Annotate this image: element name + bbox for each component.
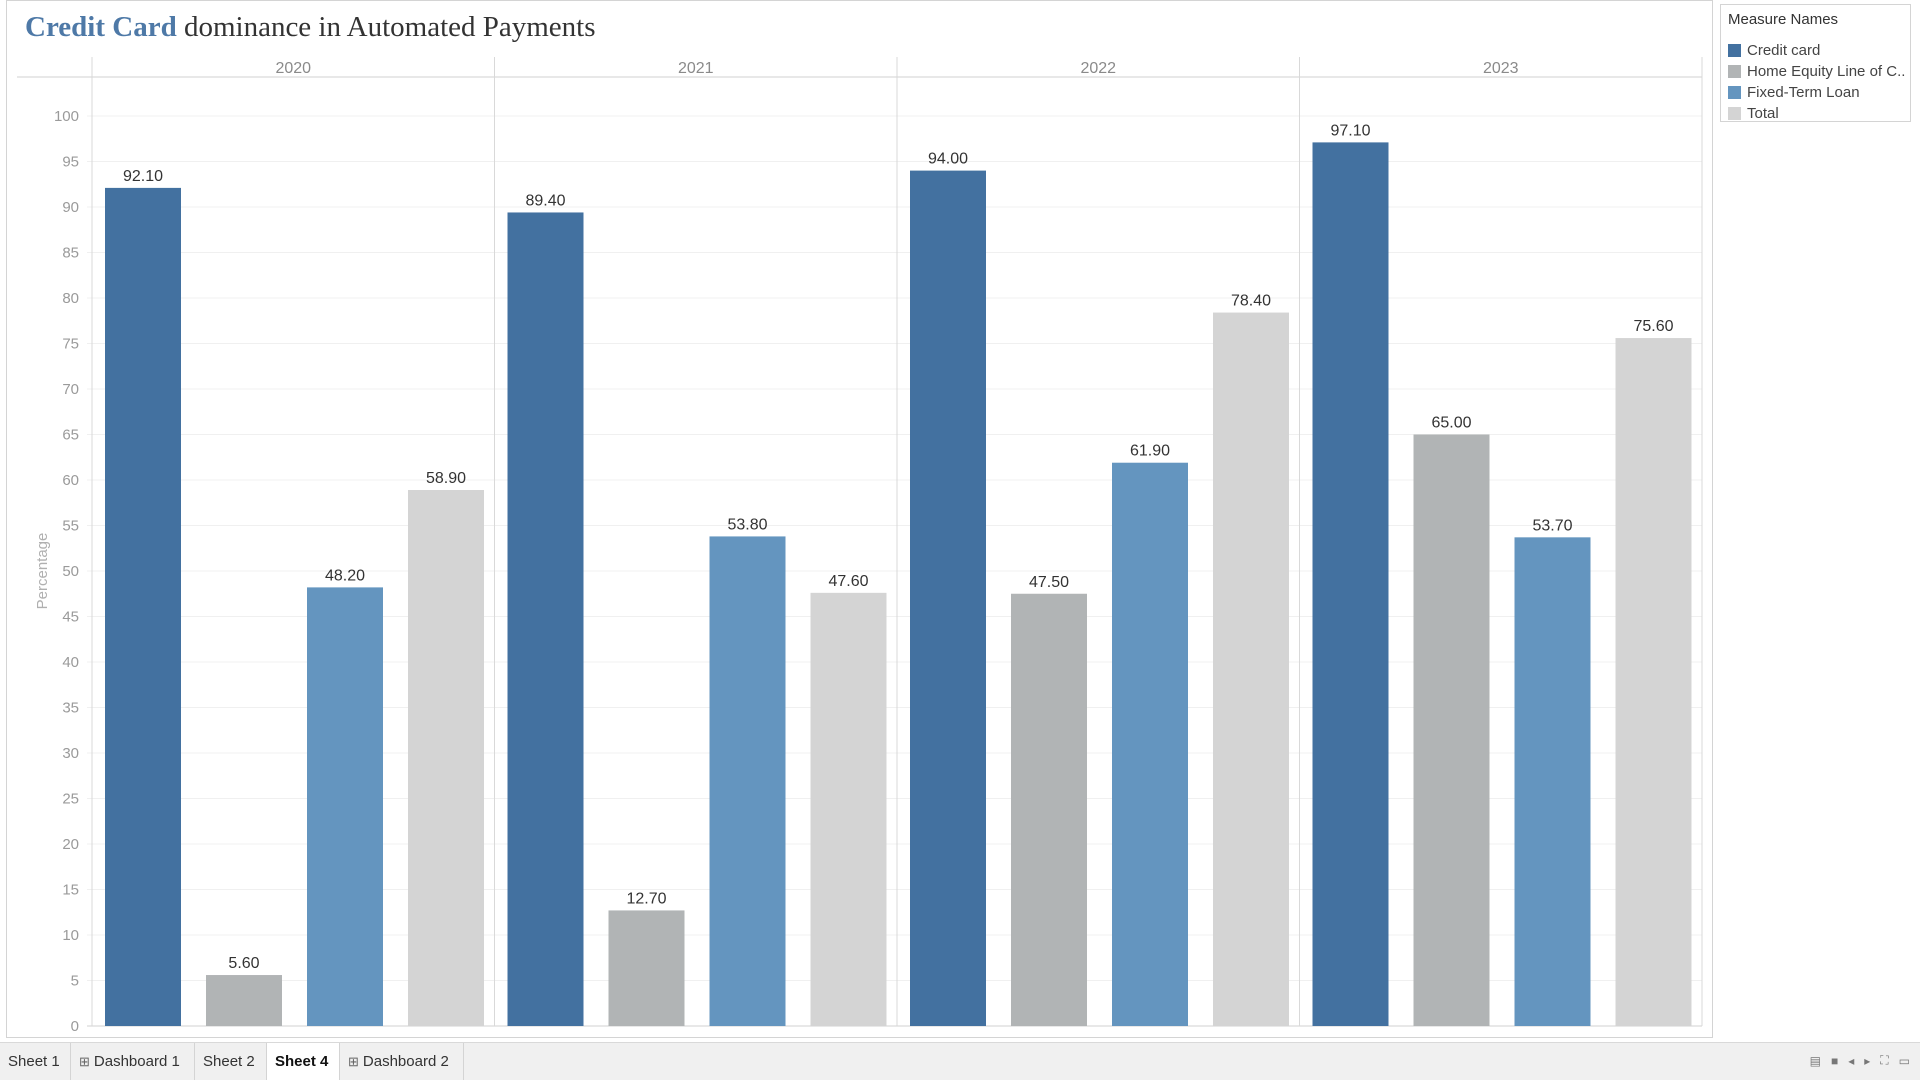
data-label: 94.00: [928, 151, 968, 168]
legend-swatch: [1728, 106, 1741, 120]
tab-sheet-4[interactable]: Sheet 4: [267, 1043, 340, 1080]
bar: [408, 490, 484, 1026]
data-label: 65.00: [1431, 415, 1471, 432]
bar: [1213, 312, 1289, 1026]
tab-sheet-2[interactable]: Sheet 2: [195, 1043, 267, 1080]
y-tick-label: 5: [71, 973, 79, 990]
data-label: 48.20: [325, 567, 365, 584]
data-label: 92.10: [123, 168, 163, 185]
y-tick-label: 45: [62, 609, 79, 626]
y-tick-label: 20: [62, 836, 79, 853]
bar: [608, 910, 685, 1026]
bar: [1514, 537, 1591, 1026]
sheet-tab-bar: Sheet 1 ⊞ Dashboard 1 Sheet 2 Sheet 4 ⊞ …: [0, 1042, 1920, 1080]
y-tick-label: 40: [62, 654, 79, 671]
y-tick-label: 30: [62, 745, 79, 762]
y-tick-label: 75: [62, 336, 79, 353]
y-tick-label: 100: [54, 108, 79, 125]
data-label: 89.40: [525, 192, 565, 209]
y-tick-label: 70: [62, 381, 79, 398]
column-header-2020: 2020: [275, 60, 311, 77]
prev-sheet-icon[interactable]: ◂: [1848, 1053, 1855, 1068]
bar: [1615, 338, 1692, 1026]
y-axis-title: Percentage: [34, 533, 51, 610]
dashboard-grid-icon: ⊞: [79, 1053, 90, 1069]
y-tick-label: 65: [62, 427, 79, 444]
legend-title: Measure Names: [1728, 11, 1839, 28]
data-label: 47.60: [828, 573, 868, 590]
y-tick-label: 25: [62, 791, 79, 808]
y-tick-label: 85: [62, 245, 79, 262]
bar: [206, 975, 282, 1026]
data-label: 47.50: [1029, 574, 1069, 591]
legend-label: Total: [1747, 104, 1779, 122]
chart-title: Credit Card dominance in Automated Payme…: [25, 11, 596, 44]
chart-title-highlight: Credit Card: [25, 11, 177, 43]
y-tick-label: 10: [62, 927, 79, 944]
legend-swatch: [1728, 43, 1741, 57]
data-label: 12.70: [626, 890, 666, 907]
column-header-2022: 2022: [1080, 60, 1116, 77]
tab-sheet-1[interactable]: Sheet 1: [0, 1043, 71, 1080]
tab-label: Dashboard 2: [362, 1053, 449, 1070]
data-label: 53.70: [1532, 517, 1572, 534]
legend: Measure Names Credit card Home Equity Li…: [1720, 4, 1911, 122]
tab-label: Dashboard 1: [93, 1053, 180, 1070]
tab-label: Sheet 2: [203, 1053, 255, 1070]
y-tick-label: 60: [62, 472, 79, 489]
bar: [810, 592, 887, 1026]
tab-dashboard-2[interactable]: ⊞ Dashboard 2: [340, 1043, 464, 1080]
column-header-2023: 2023: [1483, 60, 1519, 77]
bar: [709, 536, 786, 1026]
legend-item-credit-card[interactable]: Credit card: [1728, 40, 1908, 60]
bar: [1413, 434, 1490, 1026]
presentation-icon[interactable]: ▭: [1898, 1053, 1910, 1068]
legend-swatch: [1728, 85, 1741, 99]
legend-label: Home Equity Line of C..: [1747, 62, 1906, 80]
tab-label: Sheet 1: [8, 1053, 60, 1070]
bar: [1112, 462, 1188, 1027]
data-label: 53.80: [727, 516, 767, 533]
data-label: 97.10: [1330, 122, 1370, 139]
tab-controls: ▤ ■ ◂ ▸ ⛶ ▭: [1810, 1053, 1910, 1068]
legend-label: Credit card: [1747, 41, 1821, 59]
legend-item-total[interactable]: Total: [1728, 103, 1908, 123]
data-label: 78.40: [1231, 293, 1271, 310]
y-tick-label: 50: [62, 563, 79, 580]
legend-label: Fixed-Term Loan: [1747, 83, 1860, 101]
bar: [1312, 142, 1389, 1026]
y-tick-label: 80: [62, 290, 79, 307]
data-label: 61.90: [1130, 443, 1170, 460]
column-header-2021: 2021: [678, 60, 714, 77]
y-tick-label: 95: [62, 154, 79, 171]
show-filmstrip-icon[interactable]: ▤: [1809, 1053, 1821, 1068]
legend-swatch: [1728, 64, 1741, 78]
data-label: 58.90: [426, 470, 466, 487]
next-sheet-icon[interactable]: ▸: [1864, 1053, 1871, 1068]
y-tick-label: 35: [62, 700, 79, 717]
bar: [910, 170, 986, 1027]
y-tick-label: 90: [62, 199, 79, 216]
tab-dashboard-1[interactable]: ⊞ Dashboard 1: [71, 1043, 195, 1080]
y-tick-label: 15: [62, 882, 79, 899]
data-label: 5.60: [228, 955, 259, 972]
chart-canvas: Credit Card dominance in Automated Payme…: [6, 0, 1713, 1038]
tab-label: Sheet 4: [275, 1053, 329, 1070]
chart-title-rest: dominance in Automated Payments: [176, 11, 596, 43]
bar: [507, 212, 584, 1026]
data-label: 75.60: [1633, 318, 1673, 335]
y-tick-label: 55: [62, 518, 79, 535]
bar: [307, 587, 383, 1026]
bar: [1011, 593, 1087, 1026]
bar: [105, 187, 181, 1026]
show-tabs-icon[interactable]: ■: [1830, 1053, 1839, 1068]
y-tick-label: 0: [71, 1018, 79, 1035]
fullscreen-icon[interactable]: ⛶: [1880, 1053, 1889, 1067]
legend-item-home-equity[interactable]: Home Equity Line of C..: [1728, 61, 1908, 81]
bar-chart: 0 5 10 15 20 25 30 35 40 45 50 55 60 65 70 75 80 85 90 95 10…: [17, 57, 1703, 1035]
dashboard-grid-icon: ⊞: [348, 1053, 359, 1069]
legend-item-fixed-term-loan[interactable]: Fixed-Term Loan: [1728, 82, 1908, 102]
